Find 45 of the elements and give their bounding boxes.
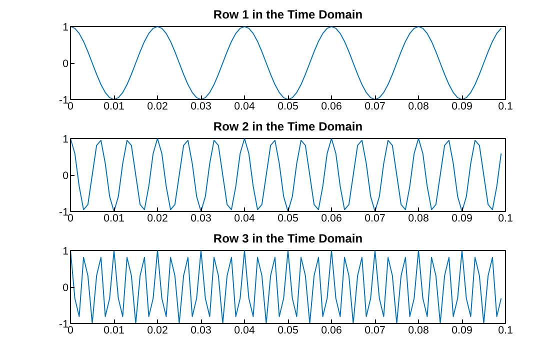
x-tick-label: 0.03	[190, 324, 212, 336]
x-tick-label: 0.09	[452, 100, 472, 112]
line-series	[70, 138, 502, 212]
chart-title: Row 3 in the Time Domain	[213, 232, 363, 246]
x-tick-label: 0.01	[104, 212, 124, 224]
x-tick-label: 0.09	[452, 212, 472, 224]
x-tick-label: 0.02	[147, 100, 168, 112]
y-tick-label: 1	[62, 134, 69, 146]
x-tick-label: 0.08	[408, 212, 429, 224]
x-tick-label: 0.1	[498, 324, 513, 336]
x-tick-label: 0.08	[408, 324, 429, 336]
x-tick-label: 0.1	[498, 212, 513, 224]
y-tick-label: 0	[62, 170, 69, 182]
x-tick-label: 0.03	[190, 212, 212, 224]
x-tick-label: 0.06	[321, 324, 342, 336]
y-tick-label: 0	[62, 282, 69, 294]
x-tick-label: 0.03	[190, 100, 212, 112]
line-series	[70, 26, 502, 100]
x-tick-label: 0.02	[147, 324, 168, 336]
x-tick-label: 0.05	[278, 100, 298, 112]
x-tick-label: 0.05	[278, 324, 298, 336]
x-tick-label: 0.06	[321, 100, 342, 112]
y-tick-label: -1	[59, 318, 69, 330]
x-tick-label: 0.07	[364, 212, 386, 224]
x-tick-label: 0.01	[104, 100, 124, 112]
y-tick-label: 1	[62, 22, 69, 34]
y-tick-label: 1	[62, 246, 69, 258]
x-tick-label: 0.07	[364, 324, 386, 336]
x-tick-label: 0.04	[234, 212, 255, 224]
x-tick-label: 0.04	[234, 324, 255, 336]
line-series	[70, 250, 502, 324]
y-tick-label: -1	[59, 94, 69, 106]
x-tick-label: 0.06	[321, 212, 342, 224]
chart-title: Row 2 in the Time Domain	[213, 120, 363, 134]
y-tick-label: -1	[59, 206, 69, 218]
x-tick-label: 0.09	[452, 324, 472, 336]
y-tick-label: 0	[62, 58, 69, 70]
x-tick-label: 0.08	[408, 100, 429, 112]
x-tick-label: 0.02	[147, 212, 168, 224]
chart-title: Row 1 in the Time Domain	[213, 8, 363, 22]
x-tick-label: 0.05	[278, 212, 298, 224]
x-tick-label: 0.07	[364, 100, 386, 112]
x-tick-label: 0.01	[104, 324, 124, 336]
x-tick-label: 0.04	[234, 100, 255, 112]
x-tick-label: 0.1	[498, 100, 513, 112]
